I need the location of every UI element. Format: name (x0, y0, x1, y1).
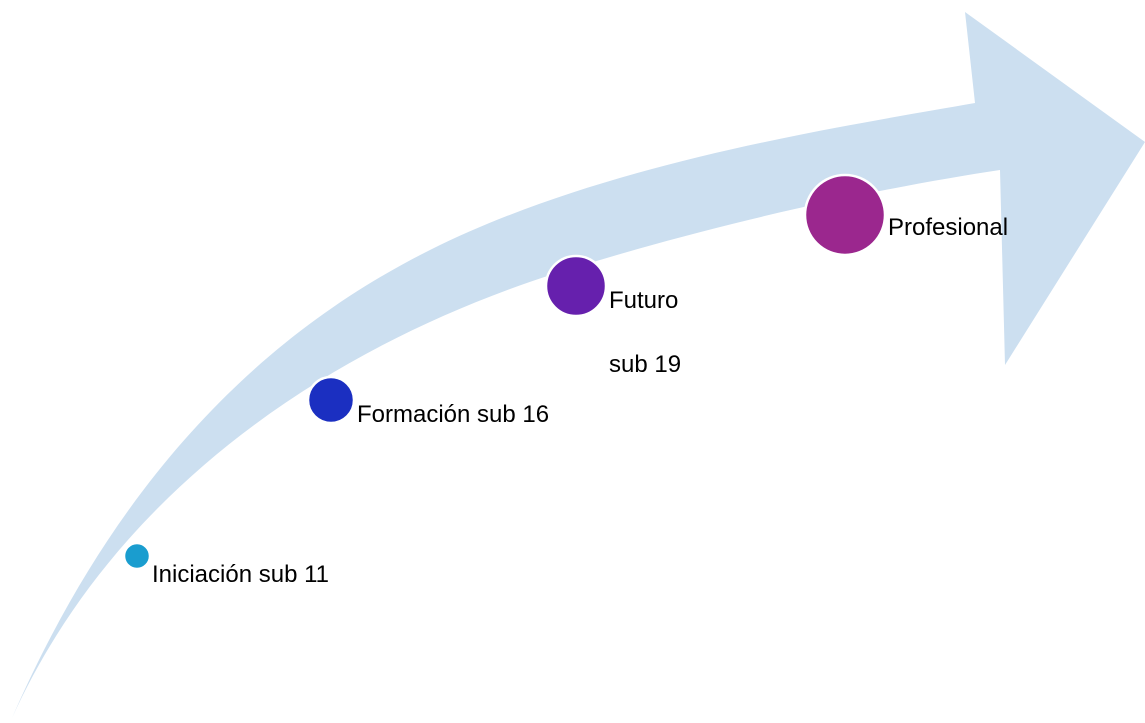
curved-arrow (12, 12, 1145, 718)
stage-label-futuro: Futuro (609, 287, 679, 314)
stage-node-profesional (803, 173, 887, 257)
stage-label-profesional: Profesional (888, 214, 1009, 241)
stage-node-futuro (544, 254, 608, 318)
stage-sublabel-futuro: sub 19 (609, 351, 682, 378)
stage-node-formacion (306, 375, 356, 425)
stage-node-iniciacion (122, 541, 152, 571)
stage-label-iniciacion: Iniciación sub 11 (152, 561, 329, 588)
stage-label-formacion: Formación sub 16 (357, 401, 550, 428)
